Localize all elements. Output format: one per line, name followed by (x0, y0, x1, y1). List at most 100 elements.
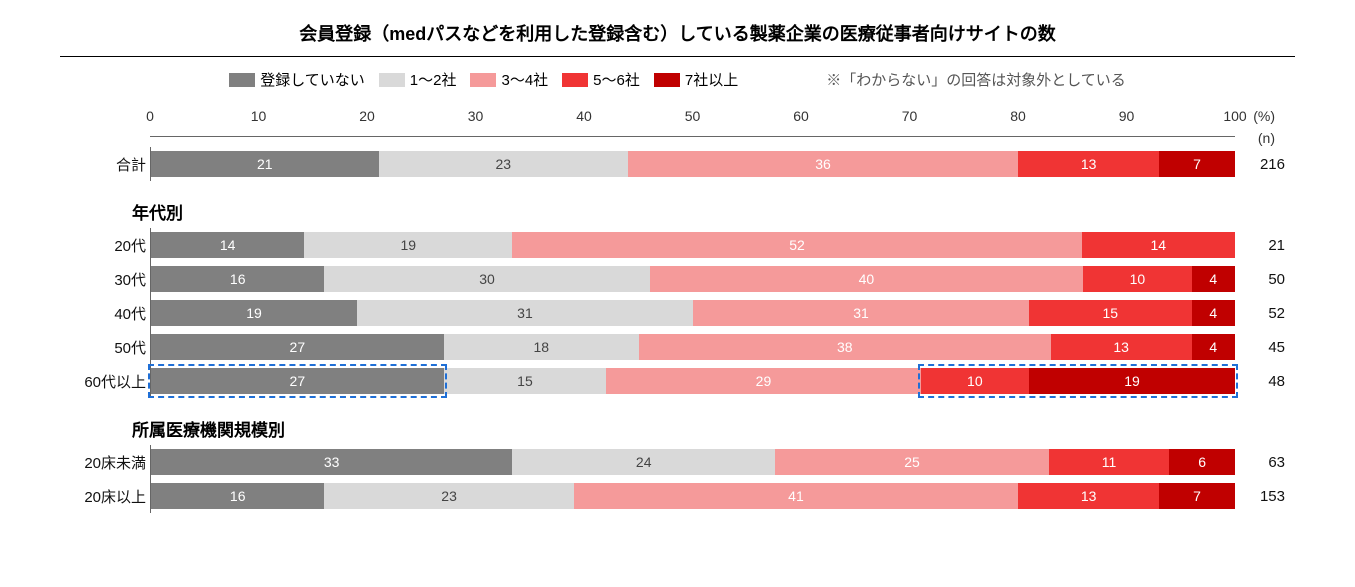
row-n-value: 52 (1245, 305, 1285, 322)
chart-rows: 合計212336137216年代別20代141952142130代1630401… (150, 147, 1235, 513)
chart-row: 40代19313115452 (150, 296, 1235, 330)
stacked-bar: 162341137 (151, 483, 1235, 509)
legend-label: 3～4社 (501, 69, 548, 90)
row-n-value: 216 (1245, 156, 1285, 173)
stacked-bar: 14195214 (151, 232, 1235, 258)
legend-label: 1～2社 (410, 69, 457, 90)
legend-swatch (562, 73, 588, 87)
bar-segment: 15 (444, 368, 607, 394)
bar-container: 271838134 (150, 330, 1235, 364)
chart-row: 20床以上162341137153 (150, 479, 1235, 513)
bar-segment: 23 (379, 151, 628, 177)
axis-tick: 30 (468, 108, 484, 124)
stacked-bar: 212336137 (151, 151, 1235, 177)
row-label: 40代 (58, 303, 146, 324)
bar-segment: 4 (1192, 300, 1235, 326)
bar-segment: 23 (324, 483, 573, 509)
row-n-value: 63 (1245, 454, 1285, 471)
bar-segment: 52 (512, 232, 1081, 258)
row-label: 30代 (58, 269, 146, 290)
legend-item: 5～6社 (562, 69, 640, 90)
row-n-value: 48 (1245, 373, 1285, 390)
bar-container: 193131154 (150, 296, 1235, 330)
chart-row: 50代27183813445 (150, 330, 1235, 364)
legend-label: 7社以上 (685, 69, 738, 90)
axis-tick: 100 (1223, 108, 1246, 124)
axis-tick: 10 (251, 108, 267, 124)
bar-segment: 27 (151, 368, 444, 394)
bar-segment: 16 (151, 266, 324, 292)
chart-row: 60代以上271529101948 (150, 364, 1235, 398)
bar-segment: 14 (1082, 232, 1235, 258)
bar-segment: 19 (151, 300, 357, 326)
bar-segment: 24 (512, 449, 775, 475)
bar-segment: 7 (1159, 151, 1235, 177)
axis-tick: 60 (793, 108, 809, 124)
bar-container: 162341137 (150, 479, 1235, 513)
row-label: 20床以上 (58, 486, 146, 507)
bar-segment: 4 (1192, 266, 1235, 292)
axis-tick: 40 (576, 108, 592, 124)
x-axis: (%) (n) 0102030405060708090100 (150, 108, 1235, 137)
bar-container: 14195214 (150, 228, 1235, 262)
row-label: 20床未満 (58, 452, 146, 473)
legend-swatch (379, 73, 405, 87)
bar-segment: 30 (324, 266, 649, 292)
legend-label: 5～6社 (593, 69, 640, 90)
row-label: 60代以上 (58, 371, 146, 392)
chart-area: (%) (n) 0102030405060708090100 合計2123361… (150, 108, 1235, 513)
stacked-bar: 2715291019 (151, 368, 1235, 394)
legend-swatch (229, 73, 255, 87)
bar-segment: 33 (151, 449, 512, 475)
axis-tick: 50 (685, 108, 701, 124)
bar-segment: 10 (921, 368, 1029, 394)
row-n-value: 50 (1245, 271, 1285, 288)
legend-item: 登録していない (229, 69, 365, 90)
bar-segment: 27 (151, 334, 444, 360)
bar-segment: 18 (444, 334, 639, 360)
bar-segment: 31 (357, 300, 693, 326)
bar-segment: 40 (650, 266, 1084, 292)
row-n-value: 21 (1245, 237, 1285, 254)
bar-segment: 13 (1018, 483, 1159, 509)
bar-segment: 15 (1029, 300, 1192, 326)
bar-container: 332425116 (150, 445, 1235, 479)
axis-tick: 70 (902, 108, 918, 124)
stacked-bar: 332425116 (151, 449, 1235, 475)
stacked-bar: 163040104 (151, 266, 1235, 292)
bar-container: 2715291019 (150, 364, 1235, 398)
axis-tick: 90 (1119, 108, 1135, 124)
legend-item: 7社以上 (654, 69, 738, 90)
bar-container: 163040104 (150, 262, 1235, 296)
row-label: 50代 (58, 337, 146, 358)
chart-row: 合計212336137216 (150, 147, 1235, 181)
bar-segment: 36 (628, 151, 1018, 177)
axis-unit-label: (%) (1253, 108, 1275, 124)
chart-row: 20床未満33242511663 (150, 445, 1235, 479)
stacked-bar: 271838134 (151, 334, 1235, 360)
legend-swatch (470, 73, 496, 87)
legend-swatch (654, 73, 680, 87)
bar-segment: 21 (151, 151, 379, 177)
bar-segment: 13 (1051, 334, 1192, 360)
bar-segment: 29 (606, 368, 920, 394)
bar-segment: 19 (304, 232, 512, 258)
chart-row: 30代16304010450 (150, 262, 1235, 296)
row-label: 20代 (58, 235, 146, 256)
bar-segment: 25 (775, 449, 1049, 475)
bar-segment: 41 (574, 483, 1018, 509)
bar-segment: 7 (1159, 483, 1235, 509)
chart-row: 20代1419521421 (150, 228, 1235, 262)
bar-segment: 6 (1169, 449, 1235, 475)
n-header-label: (n) (1258, 130, 1275, 146)
bar-segment: 16 (151, 483, 324, 509)
row-label: 合計 (58, 154, 146, 175)
axis-tick: 0 (146, 108, 154, 124)
bar-segment: 38 (639, 334, 1051, 360)
axis-tick: 20 (359, 108, 375, 124)
row-n-value: 45 (1245, 339, 1285, 356)
legend-note-row: 登録していない1～2社3～4社5～6社7社以上 ※「わからない」の回答は対象外と… (60, 69, 1295, 90)
legend: 登録していない 1～2社 3～4社 5～6社 7社以上 (229, 69, 746, 90)
legend-label: 登録していない (260, 69, 365, 90)
bar-segment: 31 (693, 300, 1029, 326)
